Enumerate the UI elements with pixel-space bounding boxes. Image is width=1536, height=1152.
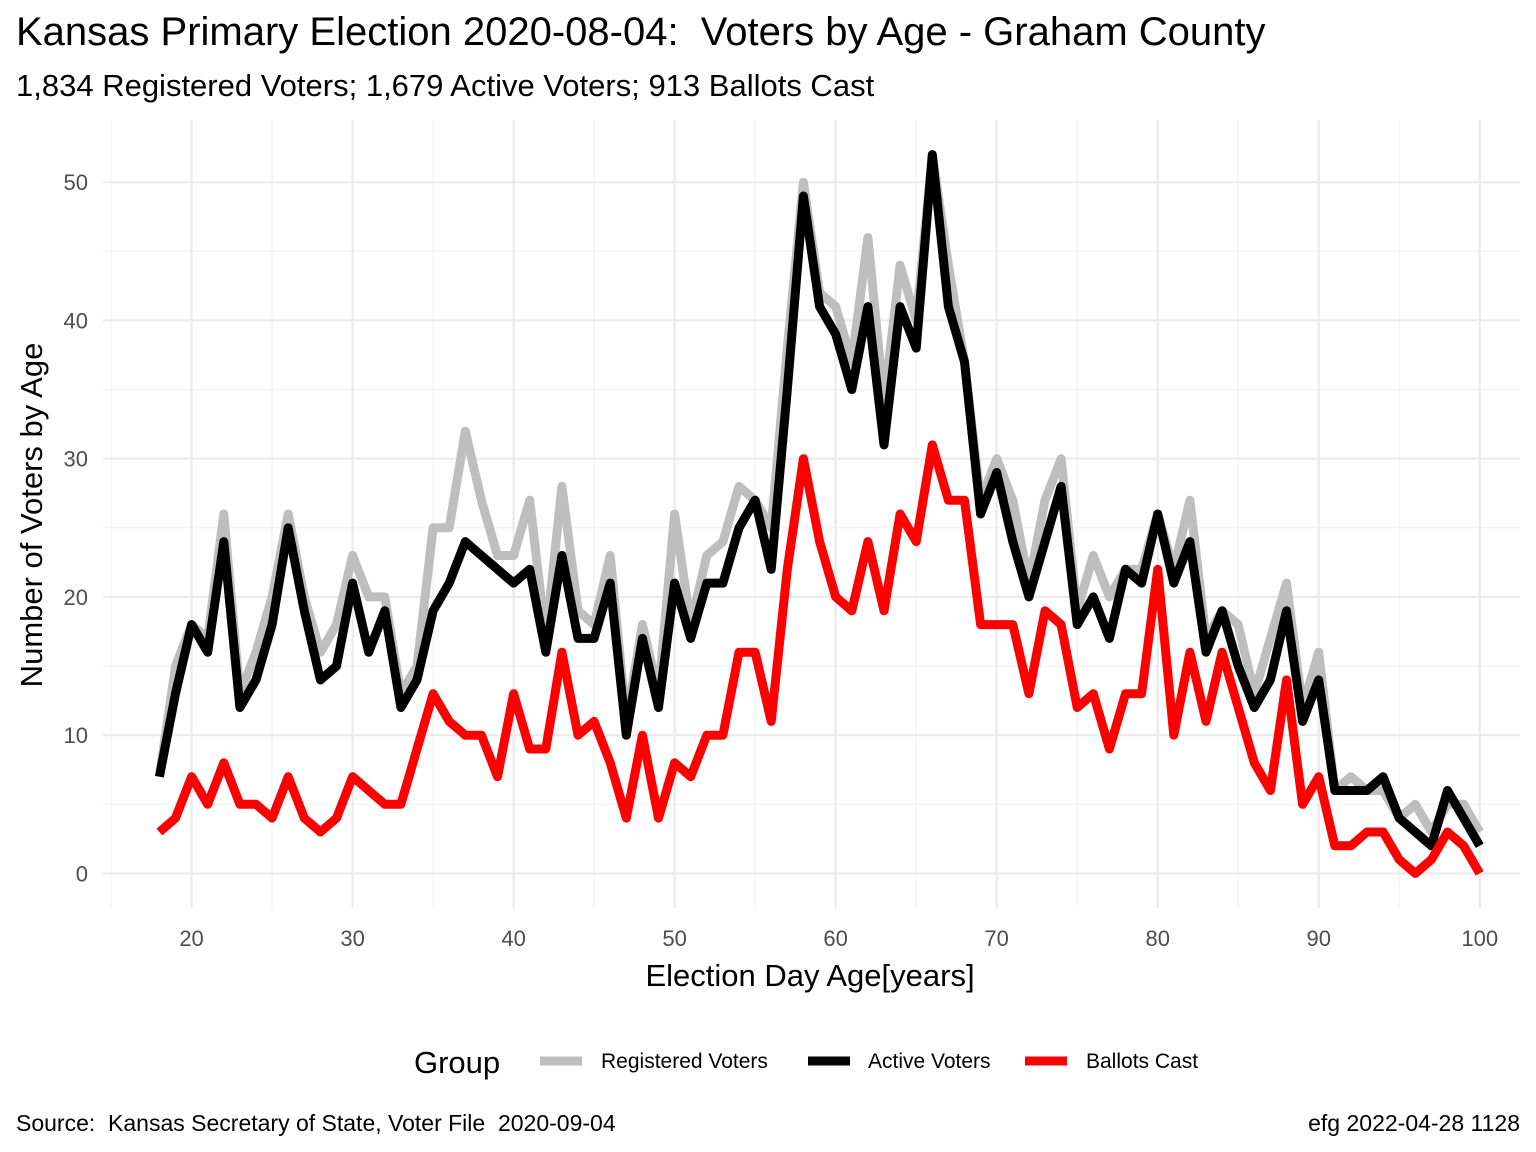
y-axis-ticks: 0 10 20 30 40 50 (64, 170, 88, 886)
chart-title: Kansas Primary Election 2020-08-04: Vote… (16, 10, 1266, 54)
series-lines (154, 150, 1484, 878)
legend-label-ballots-cast: Ballots Cast (1086, 1050, 1198, 1073)
x-tick-label: 50 (662, 926, 686, 951)
y-tick-label: 30 (64, 447, 88, 472)
legend-label-registered-voters: Registered Voters (601, 1050, 768, 1073)
x-axis-ticks: 20 30 40 50 60 70 80 90 100 (179, 926, 1498, 951)
series-line-ballots-cast (156, 440, 1484, 878)
legend-title: Group (414, 1045, 500, 1080)
y-axis-title: Number of Voters by Age (14, 343, 49, 688)
x-tick-label: 70 (984, 926, 1008, 951)
x-tick-label: 40 (501, 926, 525, 951)
line-chart: 20 30 40 50 60 70 80 90 100 0 10 20 30 40 50 Election… (14, 120, 1520, 1080)
chart-subtitle: 1,834 Registered Voters; 1,679 Active Vo… (16, 68, 875, 103)
y-tick-label: 10 (64, 723, 88, 748)
x-tick-label: 20 (179, 926, 203, 951)
x-tick-label: 60 (823, 926, 847, 951)
timestamp-caption: efg 2022-04-28 1128 (1308, 1110, 1520, 1136)
x-tick-label: 80 (1145, 926, 1169, 951)
y-tick-label: 0 (76, 861, 88, 886)
y-tick-label: 20 (64, 585, 88, 610)
legend: Group Registered Voters Active Voters Ball… (414, 1045, 1198, 1080)
x-tick-label: 100 (1461, 926, 1498, 951)
x-axis-title: Election Day Age[years] (645, 958, 974, 993)
x-tick-label: 30 (340, 926, 364, 951)
y-tick-label: 40 (64, 308, 88, 333)
y-tick-label: 50 (64, 170, 88, 195)
source-caption: Source: Kansas Secretary of State, Voter… (16, 1110, 616, 1136)
x-tick-label: 90 (1306, 926, 1330, 951)
legend-label-active-voters: Active Voters (868, 1050, 991, 1073)
series-line-active-voters (154, 150, 1484, 851)
